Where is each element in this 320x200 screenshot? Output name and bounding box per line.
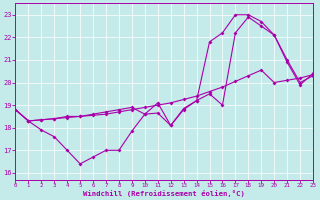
X-axis label: Windchill (Refroidissement éolien,°C): Windchill (Refroidissement éolien,°C) bbox=[83, 190, 245, 197]
